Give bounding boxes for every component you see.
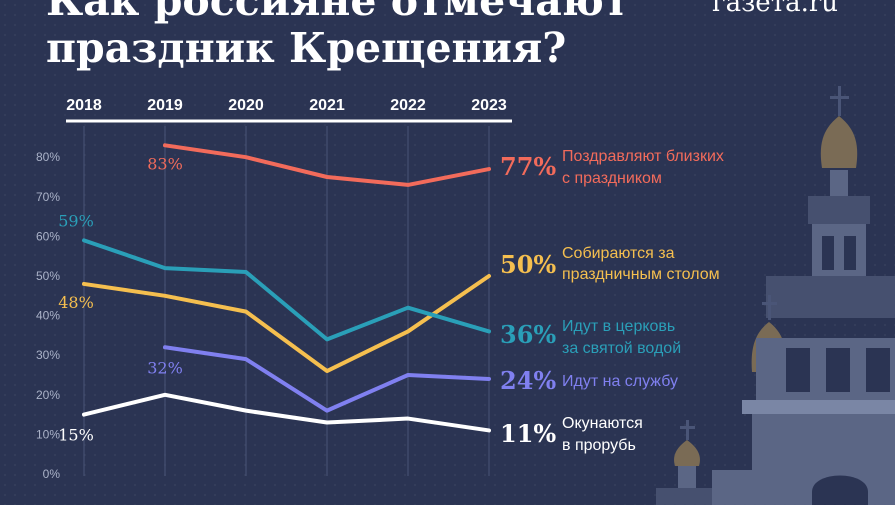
series-line-3 [163, 345, 491, 413]
x-tick-label-2020: 2020 [228, 97, 264, 114]
data-label-last-4: 11% [500, 419, 556, 448]
x-tick-label-2022: 2022 [390, 97, 426, 114]
series-name-2-line2: за святой водой [562, 340, 681, 357]
y-tick-label-4: 40% [36, 309, 60, 323]
data-label-first-0: 83% [147, 154, 183, 173]
y-tick-label-6: 60% [36, 229, 60, 243]
chart-title: Как россияне отмечают праздник Крещения? [46, 0, 629, 72]
series-line-4 [82, 392, 491, 433]
title-line-1: Как россияне отмечают [46, 0, 630, 25]
data-label-first-1: 48% [58, 293, 94, 312]
data-label-first-4: 15% [58, 426, 94, 445]
y-tick-label-7: 70% [36, 190, 60, 204]
y-tick-label-3: 30% [36, 348, 60, 362]
series-name-3-line1: Идут на службу [562, 373, 678, 390]
data-label-last-3: 24% [500, 366, 556, 395]
data-label-last-2: 36% [500, 320, 556, 349]
data-label-last-0: 77% [500, 152, 556, 181]
series-name-1-line1: Собираются за [562, 245, 675, 262]
data-label-first-2: 59% [58, 211, 94, 230]
series-name-4-line1: Окунаются [562, 415, 643, 432]
title-line-2: праздник Крещения? [46, 24, 567, 72]
church-illustration-icon [656, 86, 895, 505]
series-line-0 [163, 143, 491, 187]
y-tick-label-0: 0% [43, 467, 61, 481]
y-tick-label-1: 10% [36, 427, 60, 441]
series-name-1-line2: праздничным столом [562, 266, 720, 283]
series-name-0-line1: Поздравляют близких [562, 148, 724, 165]
series-name-2-line1: Идут в церковь [562, 318, 675, 335]
data-label-first-3: 32% [147, 358, 183, 377]
brand-logo: газета.ru [712, 0, 839, 18]
y-tick-label-8: 80% [36, 150, 60, 164]
series-name-0-line2: с праздником [562, 170, 662, 187]
x-tick-label-2018: 2018 [66, 97, 102, 114]
y-tick-label-5: 50% [36, 269, 60, 283]
y-tick-label-2: 20% [36, 388, 60, 402]
x-tick-label-2023: 2023 [471, 97, 507, 114]
series-name-4-line2: в прорубь [562, 437, 636, 454]
x-tick-label-2019: 2019 [147, 97, 183, 114]
series-line-2 [82, 238, 491, 342]
data-label-last-1: 50% [500, 250, 556, 279]
x-tick-label-2021: 2021 [309, 97, 345, 114]
series-line-1 [82, 274, 491, 374]
